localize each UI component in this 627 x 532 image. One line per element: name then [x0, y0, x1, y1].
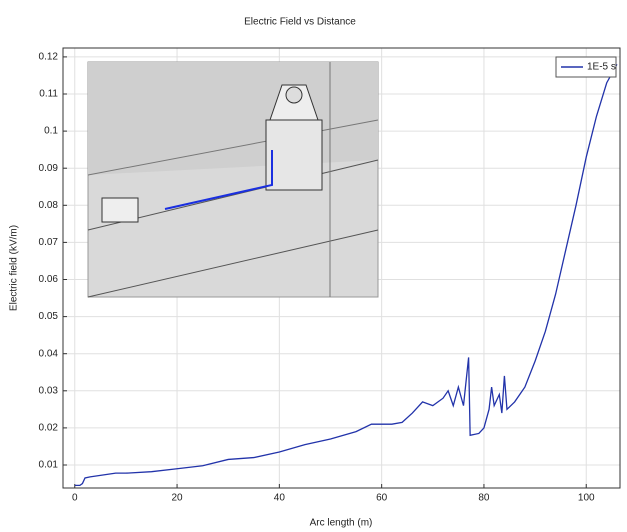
- y-tick-label: 0.12: [39, 52, 59, 63]
- x-tick-label: 60: [376, 493, 388, 504]
- x-tick-label: 100: [578, 493, 595, 504]
- x-tick-label: 80: [478, 493, 490, 504]
- y-tick-label: 0.05: [39, 311, 59, 322]
- y-tick-label: 0.01: [39, 460, 59, 471]
- chart-title: Electric Field vs Distance: [244, 17, 356, 28]
- inset-dome: [285, 86, 303, 104]
- x-axis-label: Arc length (m): [310, 518, 373, 529]
- y-tick-label: 0.03: [39, 385, 59, 396]
- y-tick-label: 0.09: [39, 163, 59, 174]
- y-tick-label: 0.11: [39, 89, 58, 100]
- inset-building: [101, 197, 139, 223]
- y-tick-label: 0.02: [39, 423, 59, 434]
- axes-frame: [62, 47, 621, 489]
- y-tick-label: 0.06: [39, 274, 59, 285]
- y-tick-label: 0.04: [39, 348, 59, 359]
- x-tick-label: 0: [72, 493, 78, 504]
- data-line: [74, 64, 618, 487]
- y-tick-label: 0.1: [44, 126, 58, 137]
- inset-image: [87, 61, 379, 298]
- y-tick-label: 0.07: [39, 237, 59, 248]
- y-tick-label: 0.08: [39, 200, 59, 211]
- y-axis-label: Electric field (kV/m): [9, 225, 20, 311]
- legend-box: [555, 56, 617, 78]
- x-tick-label: 40: [274, 493, 286, 504]
- x-tick-label: 20: [171, 493, 183, 504]
- inset-tower: [265, 119, 323, 191]
- legend-label: 1E-5 s: [587, 62, 616, 73]
- legend: 1E-5 s: [555, 56, 617, 78]
- inset-path: [164, 150, 273, 210]
- inset-wall: [88, 62, 378, 175]
